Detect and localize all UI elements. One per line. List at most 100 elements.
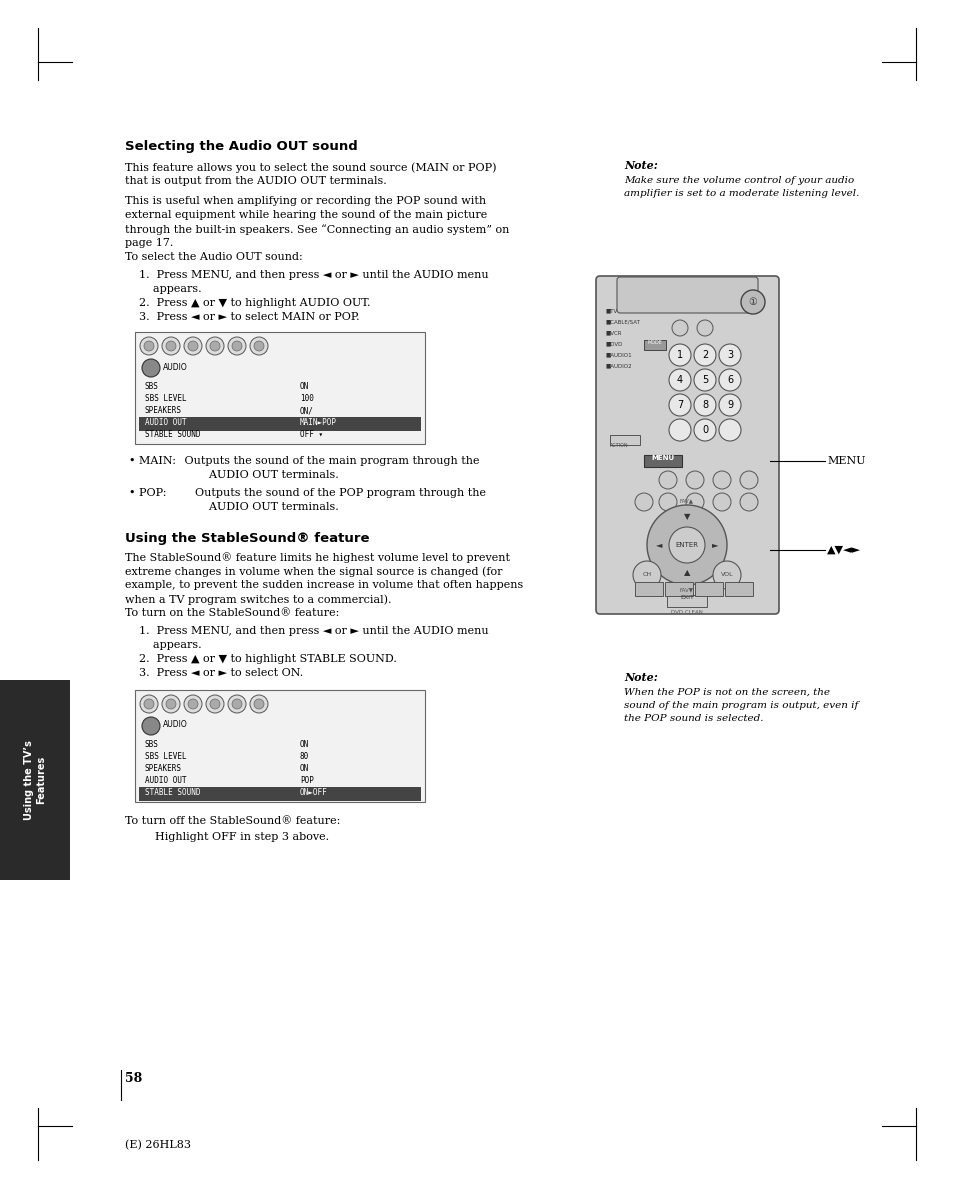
Circle shape: [740, 470, 758, 489]
Text: To turn off the StableSound® feature:: To turn off the StableSound® feature:: [125, 816, 340, 826]
Bar: [695, 582, 722, 596]
Text: when a TV program switches to a commercial).: when a TV program switches to a commerci…: [125, 594, 391, 605]
Circle shape: [232, 699, 242, 709]
Text: FAV▼: FAV▼: [679, 587, 693, 592]
Text: example, to prevent the sudden increase in volume that often happens: example, to prevent the sudden increase …: [125, 580, 522, 590]
Text: ▼: ▼: [683, 512, 690, 522]
FancyBboxPatch shape: [596, 276, 779, 614]
Text: MAIN►POP: MAIN►POP: [299, 418, 336, 426]
Circle shape: [740, 290, 764, 314]
Text: SBS: SBS: [145, 383, 159, 391]
Circle shape: [206, 695, 224, 713]
Bar: [635, 582, 662, 596]
Text: amplifier is set to a moderate listening level.: amplifier is set to a moderate listening…: [623, 189, 859, 198]
Text: external equipment while hearing the sound of the main picture: external equipment while hearing the sou…: [125, 210, 487, 220]
Circle shape: [228, 695, 246, 713]
Text: AUDIO OUT: AUDIO OUT: [145, 418, 187, 426]
Text: 58: 58: [125, 1072, 142, 1085]
Circle shape: [671, 320, 687, 336]
Circle shape: [668, 394, 690, 416]
Bar: [666, 595, 706, 607]
Circle shape: [668, 527, 704, 563]
Text: ON: ON: [299, 764, 309, 773]
Bar: [724, 582, 752, 596]
Circle shape: [719, 369, 740, 391]
Text: When the POP is not on the screen, the: When the POP is not on the screen, the: [623, 688, 829, 697]
Text: 4: 4: [677, 375, 682, 385]
Text: MENU: MENU: [826, 456, 864, 466]
Text: SBS LEVEL: SBS LEVEL: [145, 752, 187, 762]
Text: AUDIO OUT terminals.: AUDIO OUT terminals.: [181, 503, 338, 512]
Text: 7: 7: [677, 400, 682, 410]
Text: 9: 9: [726, 400, 732, 410]
Text: sound of the main program is output, even if: sound of the main program is output, eve…: [623, 701, 858, 710]
Text: SBS: SBS: [145, 740, 159, 748]
Text: Outputs the sound of the main program through the: Outputs the sound of the main program th…: [181, 456, 479, 466]
Circle shape: [142, 359, 160, 377]
Circle shape: [633, 561, 660, 589]
Text: MODE: MODE: [647, 340, 661, 345]
Bar: [139, 417, 420, 431]
Text: Highlight OFF in step 3 above.: Highlight OFF in step 3 above.: [154, 832, 329, 842]
Text: 6: 6: [726, 375, 732, 385]
Text: 2.  Press ▲ or ▼ to highlight STABLE SOUND.: 2. Press ▲ or ▼ to highlight STABLE SOUN…: [139, 655, 396, 664]
Circle shape: [144, 341, 153, 350]
Text: OFF ▾: OFF ▾: [299, 430, 323, 440]
Circle shape: [693, 369, 716, 391]
Circle shape: [184, 337, 202, 355]
Text: CH: CH: [641, 573, 651, 577]
Circle shape: [693, 394, 716, 416]
Text: through the built-in speakers. See “Connecting an audio system” on: through the built-in speakers. See “Conn…: [125, 225, 509, 235]
Text: • POP:: • POP:: [129, 488, 167, 498]
Circle shape: [685, 470, 703, 489]
Circle shape: [668, 419, 690, 441]
Bar: [135, 690, 424, 802]
Text: 5: 5: [701, 375, 707, 385]
Circle shape: [659, 493, 677, 511]
Text: extreme changes in volume when the signal source is changed (for: extreme changes in volume when the signa…: [125, 565, 502, 576]
Circle shape: [646, 505, 726, 584]
Circle shape: [693, 419, 716, 441]
Circle shape: [659, 470, 677, 489]
Bar: [135, 331, 424, 444]
Circle shape: [740, 493, 758, 511]
Text: To turn on the StableSound® feature:: To turn on the StableSound® feature:: [125, 608, 339, 618]
Text: AUDIO OUT: AUDIO OUT: [145, 776, 187, 785]
Text: 8: 8: [701, 400, 707, 410]
Circle shape: [253, 341, 264, 350]
Text: Note:: Note:: [623, 672, 658, 683]
FancyBboxPatch shape: [617, 277, 758, 312]
Text: ①: ①: [748, 297, 757, 307]
Text: Selecting the Audio OUT sound: Selecting the Audio OUT sound: [125, 140, 357, 153]
Text: ■TV: ■TV: [605, 308, 618, 312]
Circle shape: [635, 493, 652, 511]
Circle shape: [668, 345, 690, 366]
Circle shape: [693, 345, 716, 366]
Text: ON/: ON/: [299, 406, 314, 415]
Text: SBS LEVEL: SBS LEVEL: [145, 394, 187, 403]
Circle shape: [184, 695, 202, 713]
Text: This is useful when amplifying or recording the POP sound with: This is useful when amplifying or record…: [125, 196, 486, 206]
Text: SPEAKERS: SPEAKERS: [145, 406, 182, 415]
Circle shape: [712, 561, 740, 589]
Text: appears.: appears.: [139, 640, 201, 650]
Text: page 17.: page 17.: [125, 238, 173, 248]
Text: 1.  Press MENU, and then press ◄ or ► until the AUDIO menu: 1. Press MENU, and then press ◄ or ► unt…: [139, 270, 488, 280]
Bar: [664, 582, 692, 596]
Text: (E) 26HL83: (E) 26HL83: [125, 1140, 191, 1150]
Circle shape: [668, 369, 690, 391]
Text: AUDIO OUT terminals.: AUDIO OUT terminals.: [181, 470, 338, 480]
Text: STABLE SOUND: STABLE SOUND: [145, 788, 200, 797]
Circle shape: [719, 345, 740, 366]
Text: ■CABLE/SAT: ■CABLE/SAT: [605, 320, 640, 324]
Text: ■VCR: ■VCR: [605, 330, 622, 335]
Text: AUDIO: AUDIO: [163, 720, 188, 729]
Text: Note:: Note:: [623, 160, 658, 171]
Text: the POP sound is selected.: the POP sound is selected.: [623, 714, 762, 723]
Bar: [0, 680, 70, 880]
Circle shape: [685, 493, 703, 511]
Circle shape: [144, 699, 153, 709]
Circle shape: [162, 695, 180, 713]
Text: ON►OFF: ON►OFF: [299, 788, 328, 797]
Circle shape: [253, 699, 264, 709]
